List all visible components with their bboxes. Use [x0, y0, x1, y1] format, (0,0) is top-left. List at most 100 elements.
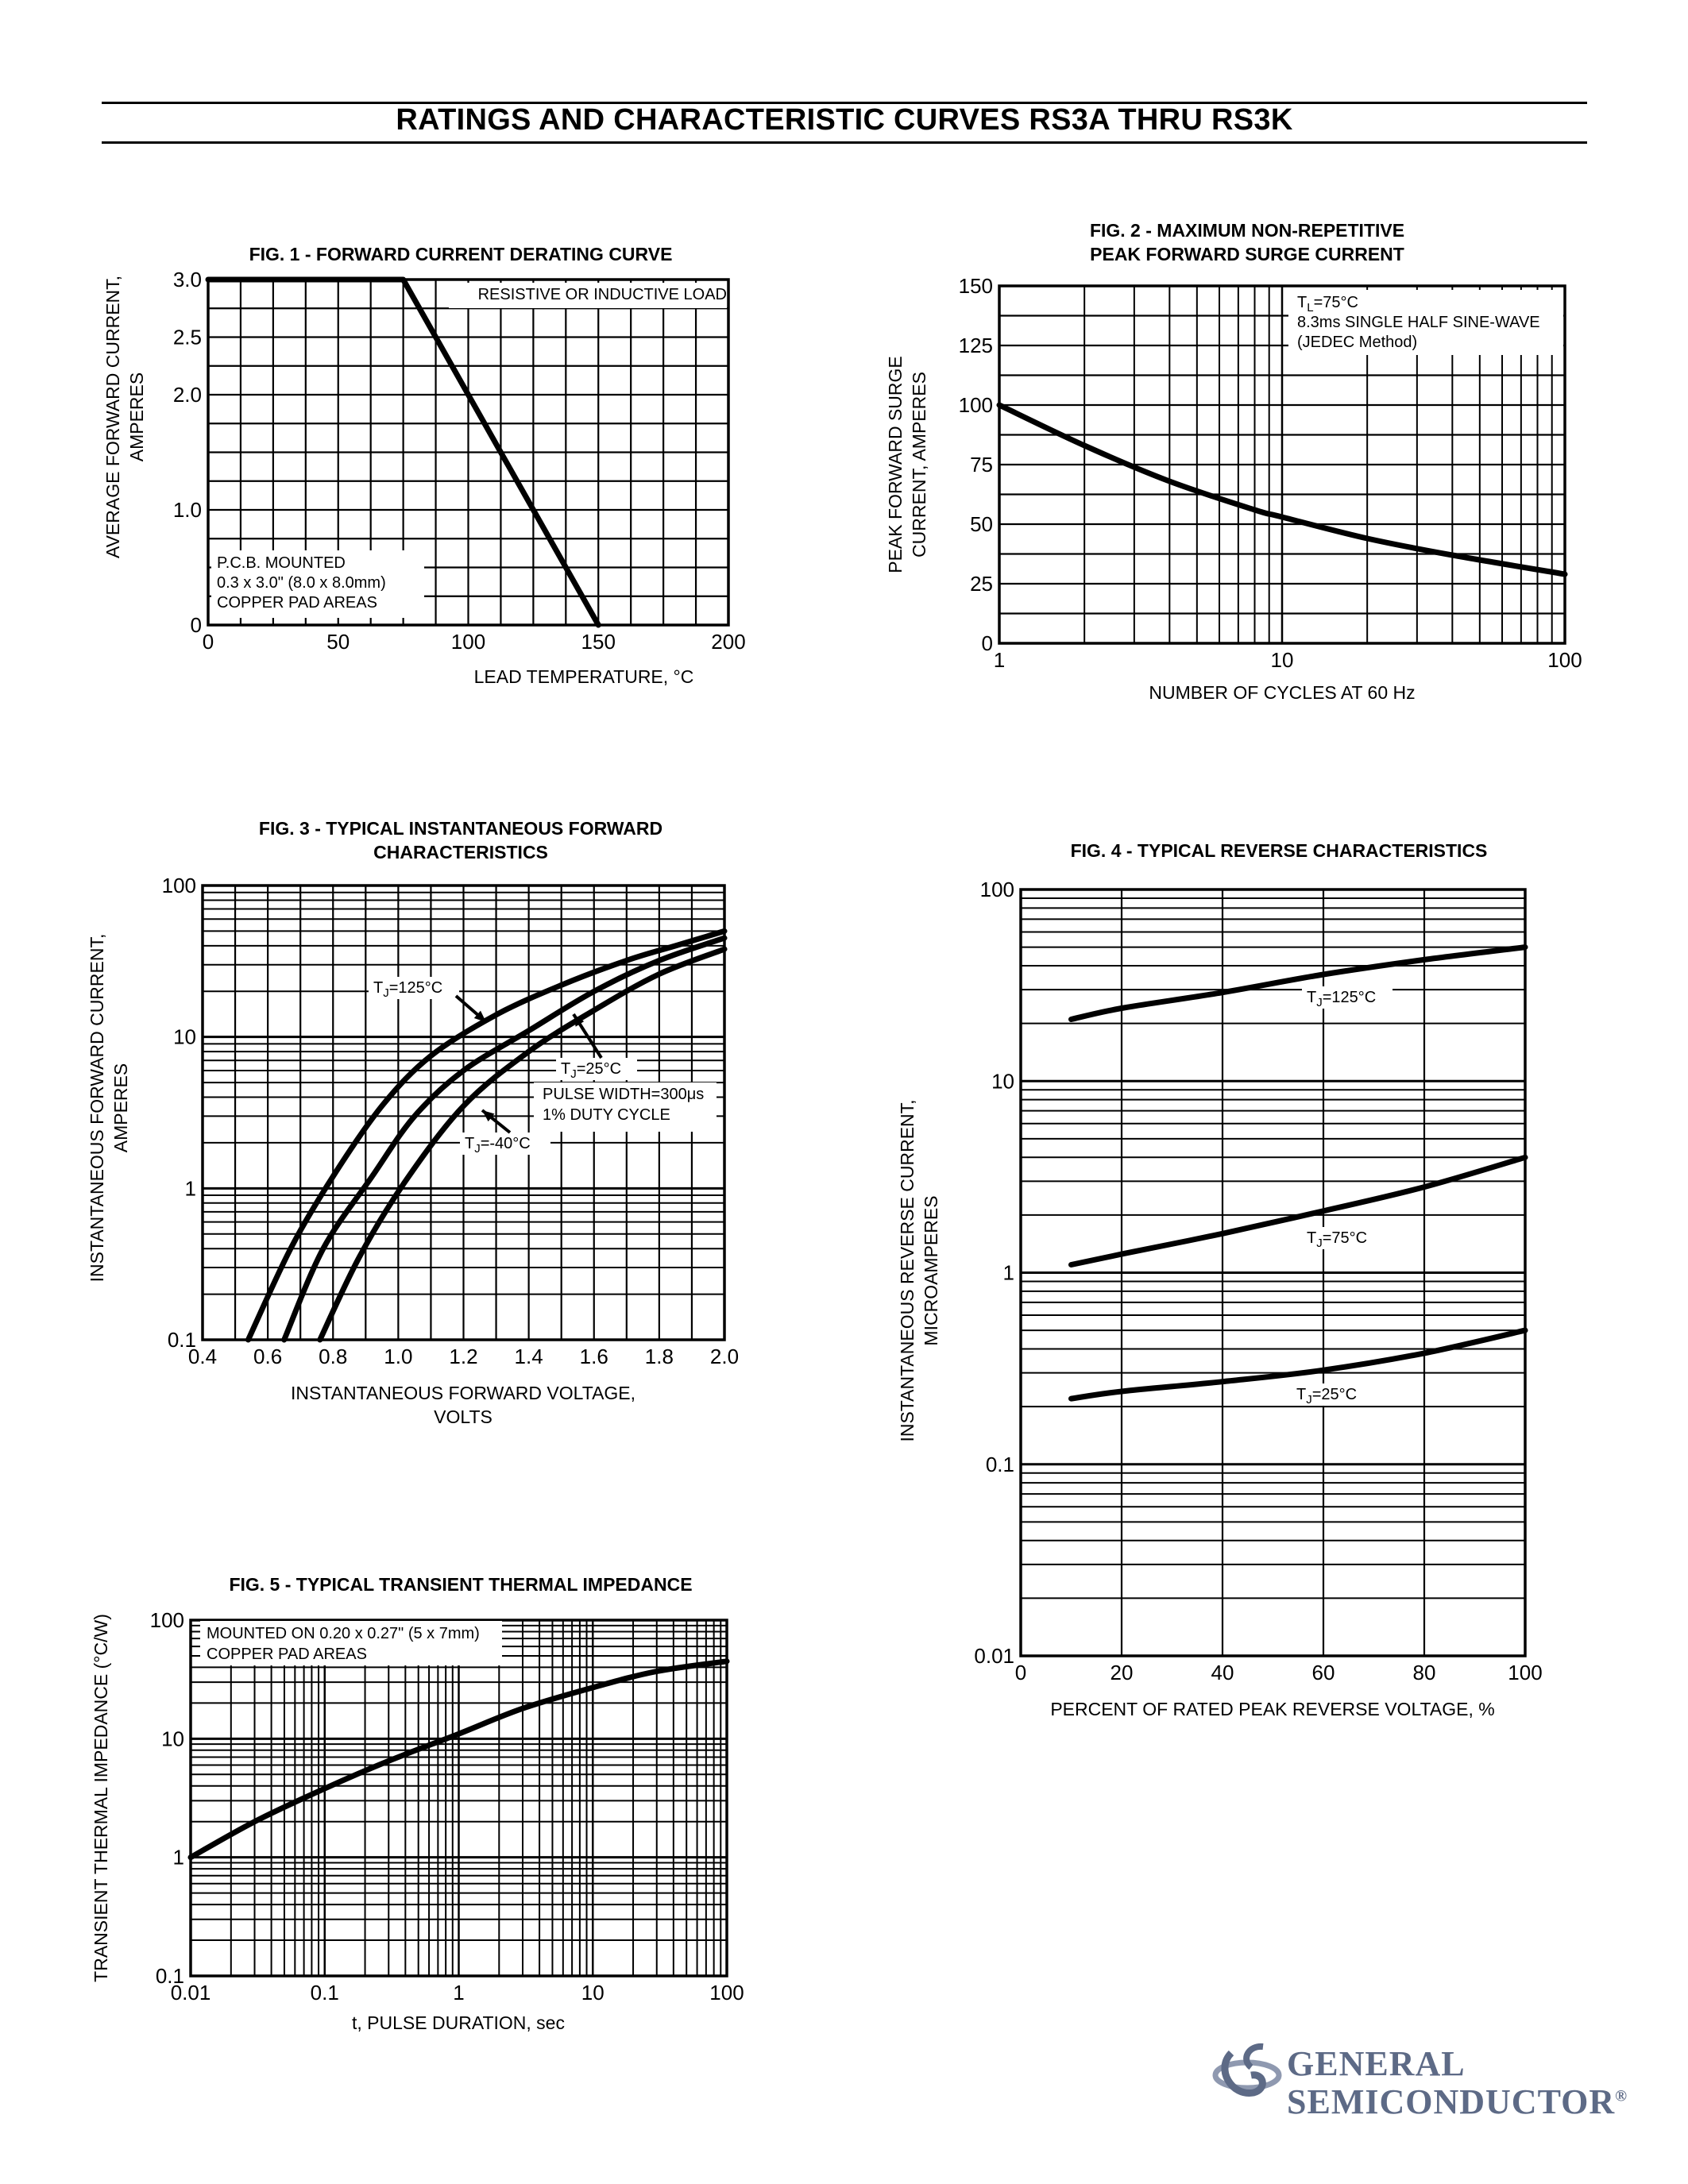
fig3-title-line2: CHARACTERISTICS — [373, 842, 548, 862]
fig4-title-line: FIG. 4 - TYPICAL REVERSE CHARACTERISTICS — [1070, 840, 1488, 861]
fig3-label-arrowhead — [473, 1010, 486, 1022]
fig4-xtick-label: 40 — [1211, 1661, 1234, 1684]
fig3-ytick-label: 0.1 — [168, 1328, 196, 1352]
fig3-ytick-label: 100 — [162, 874, 196, 897]
fig1-chart: 0 50 100 150 200 0 1.0 2.0 2.5 3.0 LEAD TEMPERATUR… — [102, 268, 746, 687]
fig5-ytick-label: 1 — [173, 1846, 184, 1870]
fig4-title: FIG. 4 - TYPICAL REVERSE CHARACTERISTICS — [1001, 839, 1557, 862]
fig3-xlabel: INSTANTANEOUS FORWARD VOLTAGE, — [291, 1383, 635, 1403]
fig5-ytick-label: 0.1 — [156, 1964, 184, 1988]
fig3-frame — [201, 884, 726, 1341]
fig4-series-line-0 — [1068, 944, 1528, 1022]
fig3-title-line1: FIG. 3 - TYPICAL INSTANTANEOUS FORWARD — [258, 818, 663, 839]
fig1-ytick-label: 0 — [191, 613, 202, 637]
fig3-chart: 0.4 0.6 0.8 1.0 1.2 1.4 1.6 1.8 2.0 0.1 1 10 100 INST… — [87, 874, 739, 1427]
fig1-annotation-bg — [211, 550, 424, 618]
fig2-annotation: 8.3ms SINGLE HALF SINE-WAVE — [1297, 314, 1540, 331]
fig4-xtick-label: 100 — [1508, 1661, 1542, 1684]
fig2-title-line1: FIG. 2 - MAXIMUM NON-REPETITIVE — [1089, 220, 1405, 241]
fig3-series-label-bg — [369, 977, 459, 999]
fig3-ytick-label: 10 — [173, 1025, 196, 1049]
fig4-ytick-label: 100 — [980, 878, 1014, 901]
fig5-xtick-label: 100 — [709, 1981, 744, 2005]
fig2-xtick-label: 1 — [994, 648, 1005, 672]
fig3-xtick-label: 1.0 — [384, 1345, 412, 1368]
fig1-series-line-0 — [205, 276, 601, 628]
fig5-title: FIG. 5 - TYPICAL TRANSIENT THERMAL IMPED… — [183, 1572, 739, 1596]
fig2-annotation-bg — [1288, 290, 1563, 355]
fig2-ytick-label: 125 — [959, 334, 993, 357]
fig1-annotation: P.C.B. MOUNTED — [217, 554, 346, 572]
fig1-xtick-label: 150 — [581, 630, 616, 654]
gs-logo-icon — [1212, 2043, 1282, 2097]
fig4-xlabel: PERCENT OF RATED PEAK REVERSE VOLTAGE, % — [1050, 1699, 1494, 1719]
fig2-ylabel: PEAK FORWARD SURGE — [885, 356, 906, 573]
fig3-xtick-label: 1.2 — [449, 1345, 477, 1368]
fig3-title: FIG. 3 - TYPICAL INSTANTANEOUS FORWARD C… — [191, 816, 731, 864]
fig1-ytick-label: 1.0 — [173, 498, 202, 522]
fig3-annotation: 1% DUTY CYCLE — [543, 1106, 670, 1124]
fig3-label-arrowhead — [574, 1014, 585, 1027]
fig1-title: FIG. 1 - FORWARD CURRENT DERATING CURVE — [207, 242, 715, 266]
brand-line1: GENERAL — [1287, 2044, 1466, 2083]
fig1-annotation: COPPER PAD AREAS — [217, 594, 377, 612]
fig1-xtick-label: 50 — [326, 630, 350, 654]
fig4-xtick-label: 0 — [1015, 1661, 1026, 1684]
brand-logo: GENERAL SEMICONDUCTOR® — [1207, 2029, 1627, 2124]
top-rule — [102, 102, 1587, 104]
fig4-series-line-2 — [1068, 1327, 1528, 1402]
fig3-xtick-label: 0.6 — [253, 1345, 282, 1368]
fig1-annotation: 0.3 x 3.0" (8.0 x 8.0mm) — [217, 574, 386, 592]
fig2-xlabel: NUMBER OF CYCLES AT 60 Hz — [1149, 682, 1415, 703]
fig5-frame — [189, 1619, 728, 1978]
fig5-title-line: FIG. 5 - TYPICAL TRANSIENT THERMAL IMPED… — [229, 1574, 693, 1595]
fig5-annotation: MOUNTED ON 0.20 x 0.27" (5 x 7mm) — [207, 1625, 480, 1642]
fig4-xtick-label: 20 — [1111, 1661, 1134, 1684]
fig3-xtick-label: 0.8 — [319, 1345, 347, 1368]
fig5-annotation: COPPER PAD AREAS — [207, 1646, 367, 1663]
title-underline — [102, 141, 1587, 144]
fig3-xlabel: VOLTS — [434, 1406, 492, 1427]
fig1-xlabel: LEAD TEMPERATURE, °C — [474, 666, 694, 687]
fig1-xtick-label: 200 — [711, 630, 745, 654]
fig5-xlabel: t, PULSE DURATION, sec — [352, 2012, 565, 2033]
fig2-ytick-label: 100 — [959, 393, 993, 417]
fig2-ytick-label: 25 — [970, 572, 993, 596]
fig2-ylabel: CURRENT, AMPERES — [909, 372, 929, 558]
brand-line2: SEMICONDUCTOR® — [1287, 2082, 1628, 2122]
fig3-series-label-bg — [460, 1133, 550, 1155]
fig2-xtick-label: 100 — [1547, 648, 1582, 672]
fig1-annotation: RESISTIVE OR INDUCTIVE LOAD — [478, 286, 727, 303]
fig4-series-line-1 — [1068, 1154, 1528, 1268]
fig3-xtick-label: 1.8 — [645, 1345, 674, 1368]
brand-line2-text: SEMICONDUCTOR — [1287, 2082, 1616, 2121]
fig5-annotation-bg — [200, 1621, 502, 1665]
fig4-series-label: TJ=125°C — [1307, 989, 1376, 1009]
fig5-xtick-label: 0.1 — [311, 1981, 339, 2005]
fig4-xtick-label: 80 — [1413, 1661, 1436, 1684]
fig3-xtick-label: 0.4 — [188, 1345, 217, 1368]
fig3-series-label: TJ=25°C — [561, 1060, 621, 1081]
fig4-series-label: TJ=25°C — [1296, 1386, 1357, 1406]
fig1-frame — [207, 278, 730, 627]
fig5-xtick-label: 10 — [581, 1981, 605, 2005]
fig1-ytick-label: 3.0 — [173, 268, 202, 291]
fig3-label-arrowhead — [482, 1110, 495, 1122]
fig5-ytick-label: 10 — [161, 1727, 184, 1750]
fig2-title-line2: PEAK FORWARD SURGE CURRENT — [1090, 244, 1404, 264]
fig3-xtick-label: 2.0 — [710, 1345, 739, 1368]
fig4-series-label-bg — [1302, 1227, 1383, 1249]
fig2-title: FIG. 2 - MAXIMUM NON-REPETITIVE PEAK FOR… — [993, 218, 1501, 266]
fig1-title-line: FIG. 1 - FORWARD CURRENT DERATING CURVE — [249, 244, 673, 264]
fig3-xtick-label: 1.6 — [580, 1345, 608, 1368]
fig1-ylabel: AVERAGE FORWARD CURRENT, — [102, 276, 123, 558]
fig4-ytick-label: 1 — [1003, 1261, 1014, 1285]
fig4-grid — [1019, 888, 1527, 1657]
fig3-annotation-bg — [534, 1082, 717, 1132]
fig3-ytick-label: 1 — [185, 1176, 196, 1200]
fig3-ylabel: INSTANTANEOUS FORWARD CURRENT, — [87, 934, 107, 1283]
fig5-series-line-0 — [187, 1658, 730, 1861]
page-title: RATINGS AND CHARACTERISTIC CURVES RS3A T… — [396, 103, 1293, 137]
